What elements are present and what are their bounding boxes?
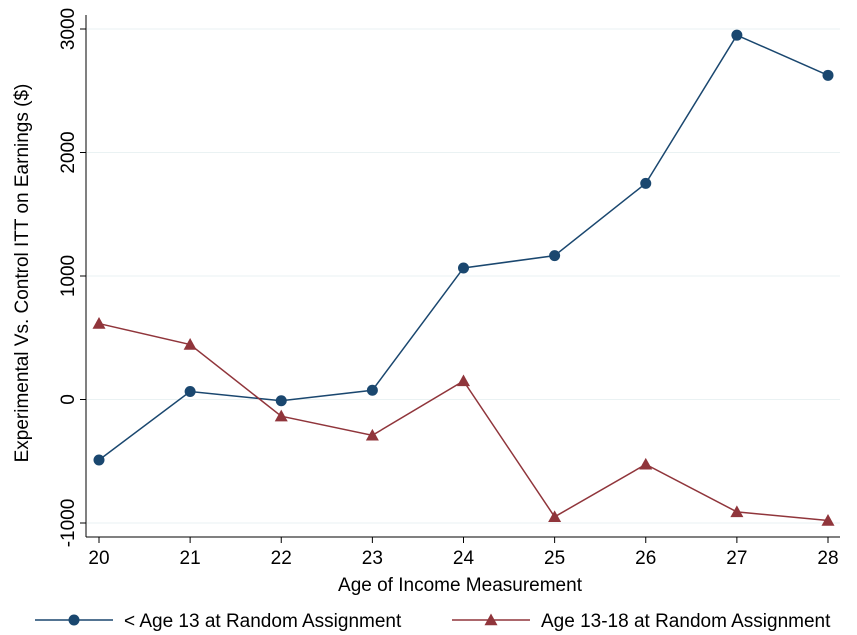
x-tick-label: 24 (453, 548, 475, 569)
data-point (548, 510, 562, 523)
data-point (365, 428, 379, 441)
x-tick-label: 21 (180, 548, 201, 569)
x-tick-label: 28 (817, 548, 838, 569)
x-tick-label: 25 (544, 548, 565, 569)
grid-lines (87, 28, 840, 524)
x-axis-label: Age of Income Measurement (338, 575, 583, 596)
y-tick-label: 2000 (58, 131, 79, 173)
series-line (98, 34, 829, 461)
x-tick-label: 22 (271, 548, 292, 569)
legend: < Age 13 at Random Assignment Age 13-18 a… (35, 611, 831, 632)
data-point (458, 262, 469, 274)
data-point (731, 29, 743, 41)
data-point (184, 385, 196, 397)
data-point (822, 69, 834, 81)
series-layer (92, 29, 835, 526)
legend-marker (484, 613, 498, 626)
data-point (457, 374, 470, 387)
y-axis-label: Experimental Vs. Control ITT on Earnings… (12, 84, 33, 463)
data-point (639, 457, 653, 470)
data-point (730, 505, 744, 518)
x-tick-label: 26 (635, 548, 656, 569)
series-2 (92, 317, 835, 526)
data-point (640, 177, 652, 189)
x-axis-ticks: 20 21 22 23 24 25 26 27 28 (88, 537, 839, 569)
x-tick-label: 20 (88, 548, 109, 569)
data-point (274, 409, 288, 422)
data-point (821, 514, 835, 526)
legend-item-2: Age 13-18 at Random Assignment (452, 611, 831, 632)
data-point (92, 317, 106, 329)
legend-item-1: < Age 13 at Random Assignment (35, 611, 402, 632)
y-axis-ticks: -1000 0 1000 2000 3000 (58, 8, 86, 547)
x-tick-label: 23 (362, 548, 383, 569)
legend-label: Age 13-18 at Random Assignment (541, 611, 831, 632)
y-tick-label: 3000 (58, 8, 79, 50)
y-tick-label: -1000 (58, 499, 79, 548)
legend-label: < Age 13 at Random Assignment (124, 611, 402, 632)
x-tick-label: 27 (726, 548, 747, 569)
y-tick-label: 0 (58, 394, 79, 405)
data-point (549, 250, 561, 262)
series-line (98, 322, 829, 522)
y-tick-label: 1000 (58, 255, 79, 297)
legend-marker (68, 614, 80, 626)
data-point (93, 454, 105, 466)
data-point (183, 338, 197, 350)
data-point (275, 395, 287, 407)
data-point (366, 384, 378, 396)
series-1 (93, 29, 834, 466)
